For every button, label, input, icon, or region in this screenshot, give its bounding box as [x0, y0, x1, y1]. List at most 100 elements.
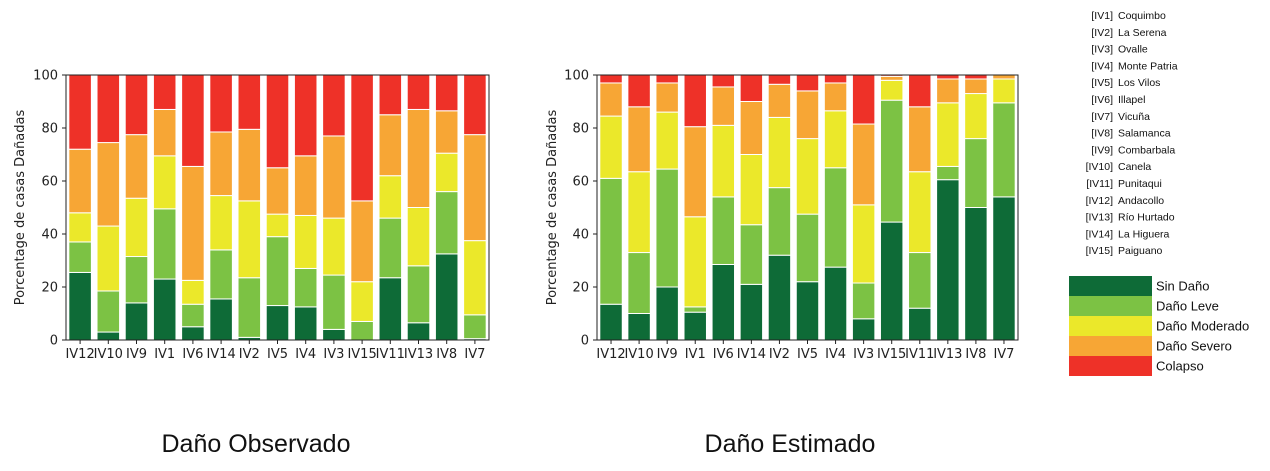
- region-item: [IV10] Canela: [1086, 161, 1152, 173]
- bar-segment: [209, 195, 233, 251]
- y-tick-label: 40: [41, 228, 58, 243]
- bar-segment: [739, 224, 764, 285]
- bar-segment: [655, 82, 679, 113]
- region-item: [IV3] Ovalle: [1091, 44, 1148, 56]
- region-code: [IV14]: [1086, 228, 1114, 240]
- x-tick-label: IV15: [877, 347, 906, 362]
- bar-segment: [265, 305, 290, 341]
- bar-segment: [293, 267, 318, 308]
- x-tick-label: IV1: [685, 347, 706, 362]
- bar-segment: [434, 191, 459, 255]
- region-name: Andacollo: [1118, 195, 1164, 207]
- bar-segment: [350, 74, 374, 202]
- region-item: [IV4] Monte Patria: [1091, 60, 1177, 72]
- bar-segment: [378, 114, 403, 177]
- bar-segment: [152, 278, 177, 341]
- x-tick-label: IV10: [94, 347, 123, 362]
- x-tick-label: IV14: [206, 347, 235, 362]
- bar-segment: [627, 106, 651, 173]
- bar-segment: [936, 74, 960, 80]
- bar-segment: [767, 116, 792, 189]
- x-tick-label: IV2: [769, 347, 790, 362]
- bar-segment: [655, 74, 679, 84]
- chart-caption: Daño Observado: [161, 430, 350, 458]
- x-tick-label: IV7: [993, 347, 1014, 362]
- y-tick-label: 100: [33, 69, 58, 84]
- y-axis-label: Porcentage de casas Dañadas: [545, 110, 560, 306]
- bar-segment: [434, 110, 459, 154]
- region-name: La Serena: [1118, 27, 1167, 39]
- bar-segment: [322, 135, 346, 219]
- x-tick-label: IV2: [239, 347, 260, 362]
- bar-segment: [711, 263, 736, 341]
- bar-segment: [908, 307, 932, 341]
- bar-segment: [823, 74, 848, 84]
- x-tick-label: IV13: [404, 347, 433, 362]
- bar-segment: [237, 74, 262, 130]
- region-item: [IV5] Los Vilos: [1091, 77, 1160, 89]
- bar-segment: [265, 74, 290, 169]
- bar-segment: [434, 152, 459, 193]
- bar-segment: [322, 74, 346, 137]
- bar-segment: [463, 134, 487, 242]
- legend-swatch: [1069, 356, 1152, 376]
- region-item: [IV6] Illapel: [1091, 94, 1145, 106]
- bar-segment: [908, 106, 932, 173]
- bar-segment: [96, 331, 121, 341]
- bar-segment: [322, 217, 346, 276]
- bar-segment: [655, 168, 679, 288]
- bar-segment: [936, 165, 960, 181]
- y-tick-label: 0: [50, 334, 58, 349]
- bar-segment: [711, 196, 736, 265]
- bar-segment: [181, 74, 205, 167]
- bar-segment: [209, 74, 233, 133]
- bar-segment: [599, 82, 623, 117]
- bar-segment: [908, 252, 932, 309]
- bar-segment: [463, 240, 487, 316]
- bar-segment: [237, 128, 262, 202]
- legend-label: Daño Moderado: [1156, 319, 1249, 334]
- region-name: Salamanca: [1118, 128, 1171, 140]
- bar-segment: [406, 108, 431, 208]
- bar-segment: [936, 179, 960, 341]
- bar-segment: [293, 214, 318, 269]
- legend-swatch: [1069, 316, 1152, 336]
- bar-segment: [683, 311, 707, 341]
- bar-segment: [181, 165, 205, 281]
- bar-segment: [964, 78, 988, 95]
- region-code: [IV1]: [1091, 10, 1113, 22]
- bar-segment: [406, 74, 431, 110]
- bar-segment: [795, 74, 820, 92]
- x-tick-label: IV12: [65, 347, 94, 362]
- bar-segment: [739, 283, 764, 341]
- y-tick-label: 40: [572, 228, 589, 243]
- y-tick-label: 20: [41, 281, 58, 296]
- bar-segment: [350, 281, 374, 322]
- region-code: [IV13]: [1086, 212, 1114, 224]
- bar-segment: [322, 274, 346, 330]
- x-tick-label: IV11: [905, 347, 934, 362]
- region-name: Los Vilos: [1118, 77, 1160, 89]
- bar-segment: [209, 131, 233, 197]
- x-tick-label: IV8: [965, 347, 986, 362]
- region-code: [IV6]: [1091, 94, 1113, 106]
- bar-segment: [879, 99, 904, 223]
- legend-label: Sin Daño: [1156, 279, 1209, 294]
- bar-segment: [378, 217, 403, 279]
- x-tick-label: IV3: [323, 347, 344, 362]
- region-item: [IV11] Punitaqui: [1086, 178, 1161, 190]
- x-tick-label: IV15: [347, 347, 376, 362]
- bar-segment: [936, 102, 960, 167]
- legend-label: Daño Severo: [1156, 339, 1232, 354]
- bar-segment: [181, 279, 205, 305]
- bar-segment: [908, 74, 932, 108]
- bar-segment: [711, 124, 736, 198]
- bar-segment: [823, 266, 848, 341]
- bar-segment: [683, 126, 707, 218]
- region-name: Illapel: [1118, 94, 1145, 106]
- region-code: [IV12]: [1086, 195, 1114, 207]
- bar-segment: [124, 197, 149, 258]
- bar-segment: [964, 74, 988, 80]
- region-name: Canela: [1118, 161, 1151, 173]
- bar-segment: [964, 93, 988, 140]
